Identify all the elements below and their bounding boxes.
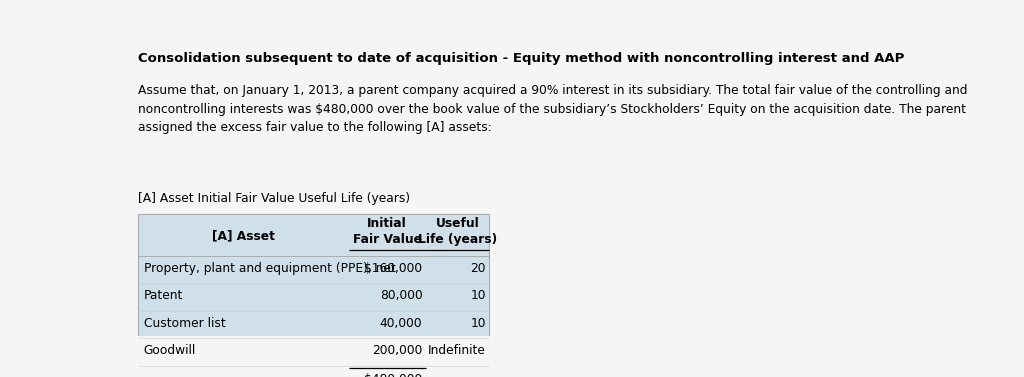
Text: Goodwill: Goodwill [143, 344, 197, 357]
Text: $480,000: $480,000 [365, 373, 423, 377]
Text: Property, plant and equipment (PPE), net: Property, plant and equipment (PPE), net [143, 262, 395, 274]
Text: Initial
Fair Value: Initial Fair Value [352, 216, 422, 245]
Text: 40,000: 40,000 [380, 317, 423, 330]
Text: 10: 10 [470, 289, 486, 302]
Text: [A] Asset: [A] Asset [212, 230, 274, 242]
Text: $160,000: $160,000 [365, 262, 423, 274]
Text: [A] Asset Initial Fair Value Useful Life (years): [A] Asset Initial Fair Value Useful Life… [137, 192, 410, 205]
Text: Consolidation subsequent to date of acquisition - Equity method with noncontroll: Consolidation subsequent to date of acqu… [137, 52, 904, 66]
Text: 20: 20 [470, 262, 486, 274]
Text: 200,000: 200,000 [372, 344, 423, 357]
Text: Patent: Patent [143, 289, 183, 302]
Text: 10: 10 [470, 317, 486, 330]
Text: Customer list: Customer list [143, 317, 225, 330]
Text: Indefinite: Indefinite [428, 344, 486, 357]
Text: Assume that, on January 1, 2013, a parent company acquired a 90% interest in its: Assume that, on January 1, 2013, a paren… [137, 84, 967, 135]
Text: 80,000: 80,000 [380, 289, 423, 302]
FancyBboxPatch shape [137, 214, 489, 377]
Text: Useful
Life (years): Useful Life (years) [418, 216, 497, 245]
